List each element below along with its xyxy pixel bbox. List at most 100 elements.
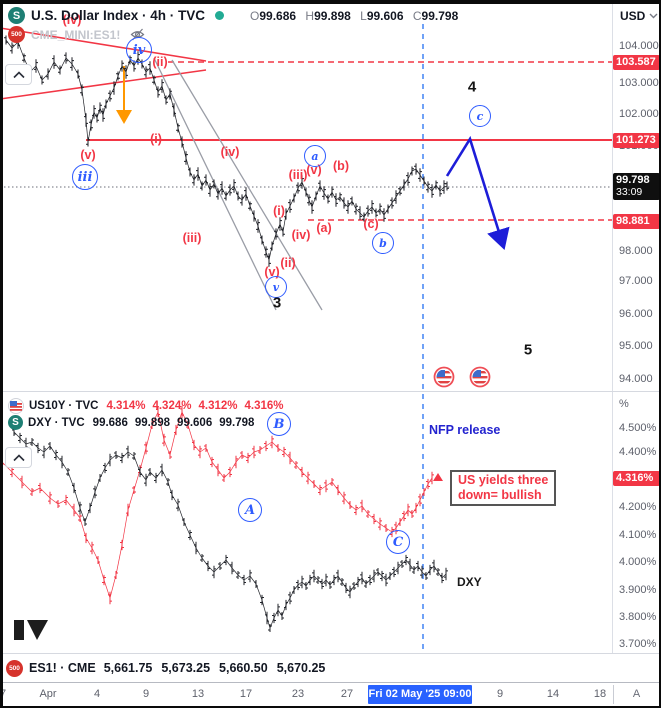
- us10y-bars-series[interactable]: [0, 405, 434, 605]
- elliott-wave-label[interactable]: (i): [150, 132, 162, 146]
- time-tick: 9: [142, 688, 150, 700]
- circled-wave-label[interactable]: v: [265, 276, 287, 298]
- note-line-2: down= bullish: [458, 488, 542, 502]
- us-flag-icon: [8, 398, 24, 414]
- price-level-label: 98.881: [613, 213, 660, 229]
- time-tick: 4: [93, 688, 101, 700]
- wedge-upper-trendline[interactable]: [0, 27, 207, 62]
- elliott-wave-label[interactable]: (iv): [291, 228, 311, 242]
- time-tick: 9: [496, 688, 504, 700]
- es1-symbol-name: ES1! · CME: [29, 661, 96, 675]
- es1-quote-bar[interactable]: 500 ES1! · CME 5,661.75 5,673.25 5,660.5…: [0, 653, 661, 682]
- nfp-release-note[interactable]: NFP release: [429, 423, 501, 437]
- es1-open: 5,661.75: [103, 661, 153, 675]
- time-tick: 18: [593, 688, 607, 700]
- price-tick: 103.000: [619, 77, 659, 89]
- circled-wave-label[interactable]: b: [372, 232, 394, 254]
- us10y-values: 4.314% 4.324% 4.312% 4.316%: [106, 400, 284, 412]
- collapse-pane-button[interactable]: [5, 64, 32, 85]
- wave-number-label[interactable]: 3: [272, 294, 282, 312]
- circled-wave-label[interactable]: iv: [126, 37, 152, 63]
- crosshair-time-label: Fri 02 May '25 09:00: [368, 685, 472, 704]
- note-line-1: US yields three: [458, 473, 549, 487]
- dxy-legend-row[interactable]: S DXY · TVC 99.686 99.898 99.606 99.798: [8, 415, 261, 430]
- dxy-series-label[interactable]: DXY: [457, 575, 482, 589]
- open-key: O: [250, 8, 260, 23]
- channel-trendline-left[interactable]: [153, 57, 277, 311]
- close-value: 99.798: [421, 8, 459, 23]
- symbol-title[interactable]: U.S. Dollar Index · 4h · TVC: [31, 8, 206, 23]
- time-tick: 23: [291, 688, 305, 700]
- circled-wave-label[interactable]: a: [304, 145, 326, 167]
- us10y-legend-row[interactable]: US10Y · TVC 4.314% 4.324% 4.312% 4.316%: [8, 398, 291, 414]
- dxy-logo-icon: S: [8, 415, 23, 430]
- tradingview-logo[interactable]: [14, 620, 48, 640]
- panel-separator[interactable]: [0, 391, 661, 392]
- elliott-wave-label[interactable]: (b): [333, 159, 349, 173]
- price-tick: 3.800%: [619, 611, 657, 623]
- wave-number-label[interactable]: 5: [523, 341, 533, 359]
- forecast-arrow[interactable]: [445, 135, 510, 250]
- price-tick: 4.500%: [619, 422, 657, 434]
- price-tick: 98.000: [619, 245, 653, 257]
- close-key: C: [412, 8, 422, 23]
- elliott-wave-label[interactable]: (iii): [288, 168, 308, 182]
- time-tick: 17: [239, 688, 253, 700]
- window-border: [0, 0, 661, 4]
- elliott-wave-label[interactable]: (iii): [182, 231, 202, 245]
- price-tick: 95.000: [619, 340, 653, 352]
- dxy-values: 99.686 99.898 99.606 99.798: [92, 416, 255, 429]
- circled-wave-label[interactable]: B: [267, 412, 291, 436]
- overlay-symbol-name[interactable]: CME_MINI:ES1!: [31, 27, 121, 42]
- chevron-down-icon: [649, 13, 658, 19]
- time-tick: 27: [340, 688, 354, 700]
- dxy-symbol-name: DXY · TVC: [28, 416, 85, 429]
- price-axis-border[interactable]: [612, 0, 613, 682]
- price-tick: 102.000: [619, 108, 659, 120]
- main-symbol-row: S U.S. Dollar Index · 4h · TVC O99.686 H…: [8, 7, 458, 24]
- elliott-wave-label[interactable]: (iv): [220, 145, 240, 159]
- elliott-wave-label[interactable]: (ii): [280, 256, 296, 270]
- wave-number-label[interactable]: 4: [467, 78, 477, 96]
- elliott-wave-label[interactable]: (ii): [152, 55, 168, 69]
- yields-note-box[interactable]: US yields three down= bullish: [450, 470, 557, 506]
- sp500-badge-icon: 500: [6, 659, 23, 677]
- elliott-wave-label[interactable]: (i): [273, 204, 285, 218]
- price-tick: 3.700%: [619, 638, 657, 650]
- circled-wave-label[interactable]: A: [238, 498, 262, 522]
- elliott-wave-label[interactable]: (a): [316, 221, 332, 235]
- collapse-pane-button[interactable]: [5, 447, 32, 468]
- circled-wave-label[interactable]: c: [469, 105, 491, 127]
- price-tick: 3.900%: [619, 584, 657, 596]
- us-flag-event-icon[interactable]: [433, 366, 455, 388]
- sp500-badge-icon[interactable]: 500: [8, 26, 25, 43]
- price-level-label: 101.273: [613, 132, 660, 148]
- time-axis[interactable]: 7 Apr 4 9 13 17 23 27 9 14 18 Fri 02 May '25 09:00…: [0, 682, 661, 706]
- yield-up-marker: [433, 473, 443, 481]
- wedge-lower-trendline[interactable]: [0, 69, 207, 100]
- low-value: 99.606: [366, 8, 404, 23]
- window-border: [0, 706, 661, 708]
- low-key: L: [360, 8, 367, 23]
- ohlc-values: O99.686 H99.898 L99.606 C99.798: [244, 9, 458, 23]
- us-flag-event-icon[interactable]: [469, 366, 491, 388]
- channel-trendline-right[interactable]: [171, 59, 323, 311]
- currency-label: USD: [620, 9, 646, 23]
- currency-selector[interactable]: USD: [620, 9, 658, 23]
- circled-wave-label[interactable]: C: [386, 530, 410, 554]
- us10y-symbol-name: US10Y · TVC: [29, 400, 99, 412]
- circled-wave-label[interactable]: iii: [72, 164, 98, 190]
- elliott-wave-label[interactable]: (c): [363, 217, 379, 231]
- high-key: H: [305, 8, 315, 23]
- timezone-corner-button[interactable]: A: [613, 685, 659, 704]
- open-value: 99.686: [259, 8, 297, 23]
- market-status-icon[interactable]: [215, 11, 225, 20]
- symbol-logo-icon[interactable]: S: [8, 7, 25, 24]
- time-tick: 13: [191, 688, 205, 700]
- time-tick: 14: [546, 688, 560, 700]
- elliott-wave-label[interactable]: (v): [80, 148, 96, 162]
- elliott-wave-label[interactable]: (v): [264, 265, 280, 279]
- elliott-wave-label[interactable]: (iv): [62, 13, 82, 27]
- dxy-lower-bars-series[interactable]: [12, 428, 448, 632]
